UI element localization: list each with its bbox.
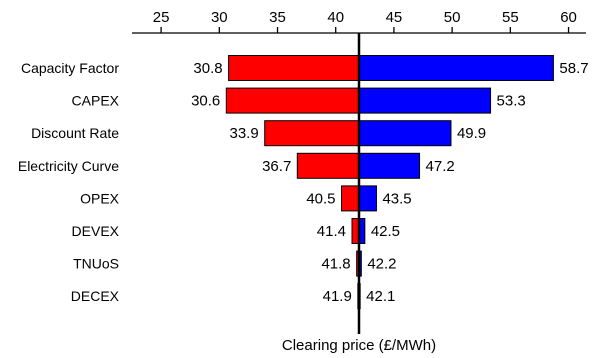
- category-label: TNUoS: [73, 256, 119, 272]
- low-value-label: 41.8: [321, 256, 350, 273]
- low-value-label: 41.9: [323, 288, 352, 305]
- x-axis-title: Clearing price (£/MWh): [282, 337, 436, 354]
- bar-low: [264, 120, 360, 147]
- low-value-label: 40.5: [306, 190, 335, 207]
- category-label: DECEX: [71, 288, 120, 304]
- x-tick-label: 35: [269, 9, 286, 26]
- category-label: Electricity Curve: [18, 158, 119, 174]
- high-bars: [358, 55, 554, 310]
- category-label: OPEX: [80, 190, 120, 206]
- x-tick-label: 30: [211, 9, 228, 26]
- x-tick-label: 40: [327, 9, 344, 26]
- value-labels: 30.8 58.7 30.6 53.3 33.9 49.9 36.7 47.2 40.5 43.5…: [191, 60, 589, 305]
- category-label: CAPEX: [72, 93, 120, 109]
- high-value-label: 49.9: [457, 125, 486, 142]
- category-label: DEVEX: [72, 223, 120, 239]
- low-value-label: 30.8: [193, 60, 222, 77]
- bar-high: [358, 152, 421, 179]
- high-value-label: 47.2: [426, 158, 455, 175]
- bar-high: [358, 87, 492, 114]
- low-value-label: 30.6: [191, 93, 220, 110]
- x-tick-label: 45: [386, 9, 403, 26]
- low-value-label: 33.9: [230, 125, 259, 142]
- x-axis: 25 30 35 40 45 50 55 60: [132, 9, 586, 34]
- bar-low: [228, 55, 360, 81]
- category-label: Capacity Factor: [21, 60, 119, 76]
- category-label: Discount Rate: [31, 125, 119, 141]
- x-tick-label: 60: [560, 9, 577, 26]
- high-value-label: 53.3: [497, 93, 526, 110]
- bar-high: [358, 55, 554, 81]
- high-value-label: 42.1: [366, 288, 395, 305]
- low-value-label: 36.7: [262, 158, 291, 175]
- x-tick-label: 55: [502, 9, 519, 26]
- x-tick-label: 25: [153, 9, 170, 26]
- high-value-label: 42.5: [371, 223, 400, 240]
- high-value-label: 43.5: [382, 190, 411, 207]
- high-value-label: 58.7: [559, 60, 588, 77]
- category-labels: Capacity Factor CAPEX Discount Rate Electri…: [18, 60, 120, 304]
- bar-high: [358, 185, 377, 212]
- x-tick-label: 50: [444, 9, 461, 26]
- bar-high: [358, 120, 452, 147]
- bar-low: [341, 185, 360, 212]
- bar-low: [296, 152, 360, 179]
- high-value-label: 42.2: [367, 256, 396, 273]
- bar-low: [225, 87, 360, 114]
- low-value-label: 41.4: [317, 223, 346, 240]
